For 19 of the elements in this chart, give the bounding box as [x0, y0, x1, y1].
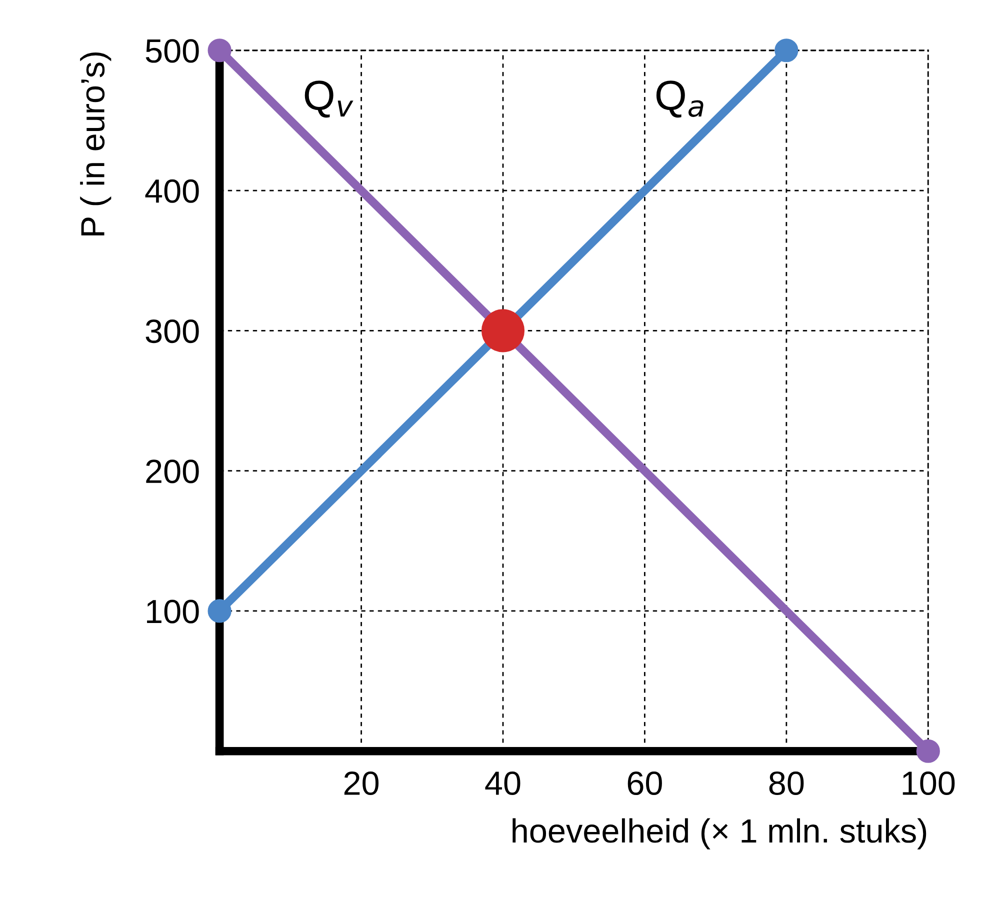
- y-tick-label: 500: [146, 39, 199, 63]
- x-tick-label: 80: [769, 771, 804, 796]
- series-label: Q$_{v}$: [304, 80, 354, 118]
- y-tick-label: 400: [145, 179, 199, 203]
- y-tick-label: 300: [146, 319, 199, 344]
- x-tick-label: 100: [902, 771, 955, 796]
- x-tick-label: 20: [344, 771, 379, 796]
- point: [208, 38, 232, 62]
- y-axis-title: P ( in euro’s): [80, 52, 112, 236]
- series-label: Q$_{a}$: [656, 80, 704, 118]
- point: [208, 599, 232, 623]
- y-tick-label: 100: [147, 600, 199, 624]
- x-axis-title: hoeveelheid (× 1 mln. stuks): [512, 818, 926, 850]
- x-tick-label: 40: [485, 771, 520, 796]
- point: [916, 739, 940, 763]
- y-tick-label: 200: [146, 460, 199, 484]
- point: [481, 309, 525, 352]
- point: [774, 38, 798, 62]
- x-tick-label: 60: [628, 771, 662, 796]
